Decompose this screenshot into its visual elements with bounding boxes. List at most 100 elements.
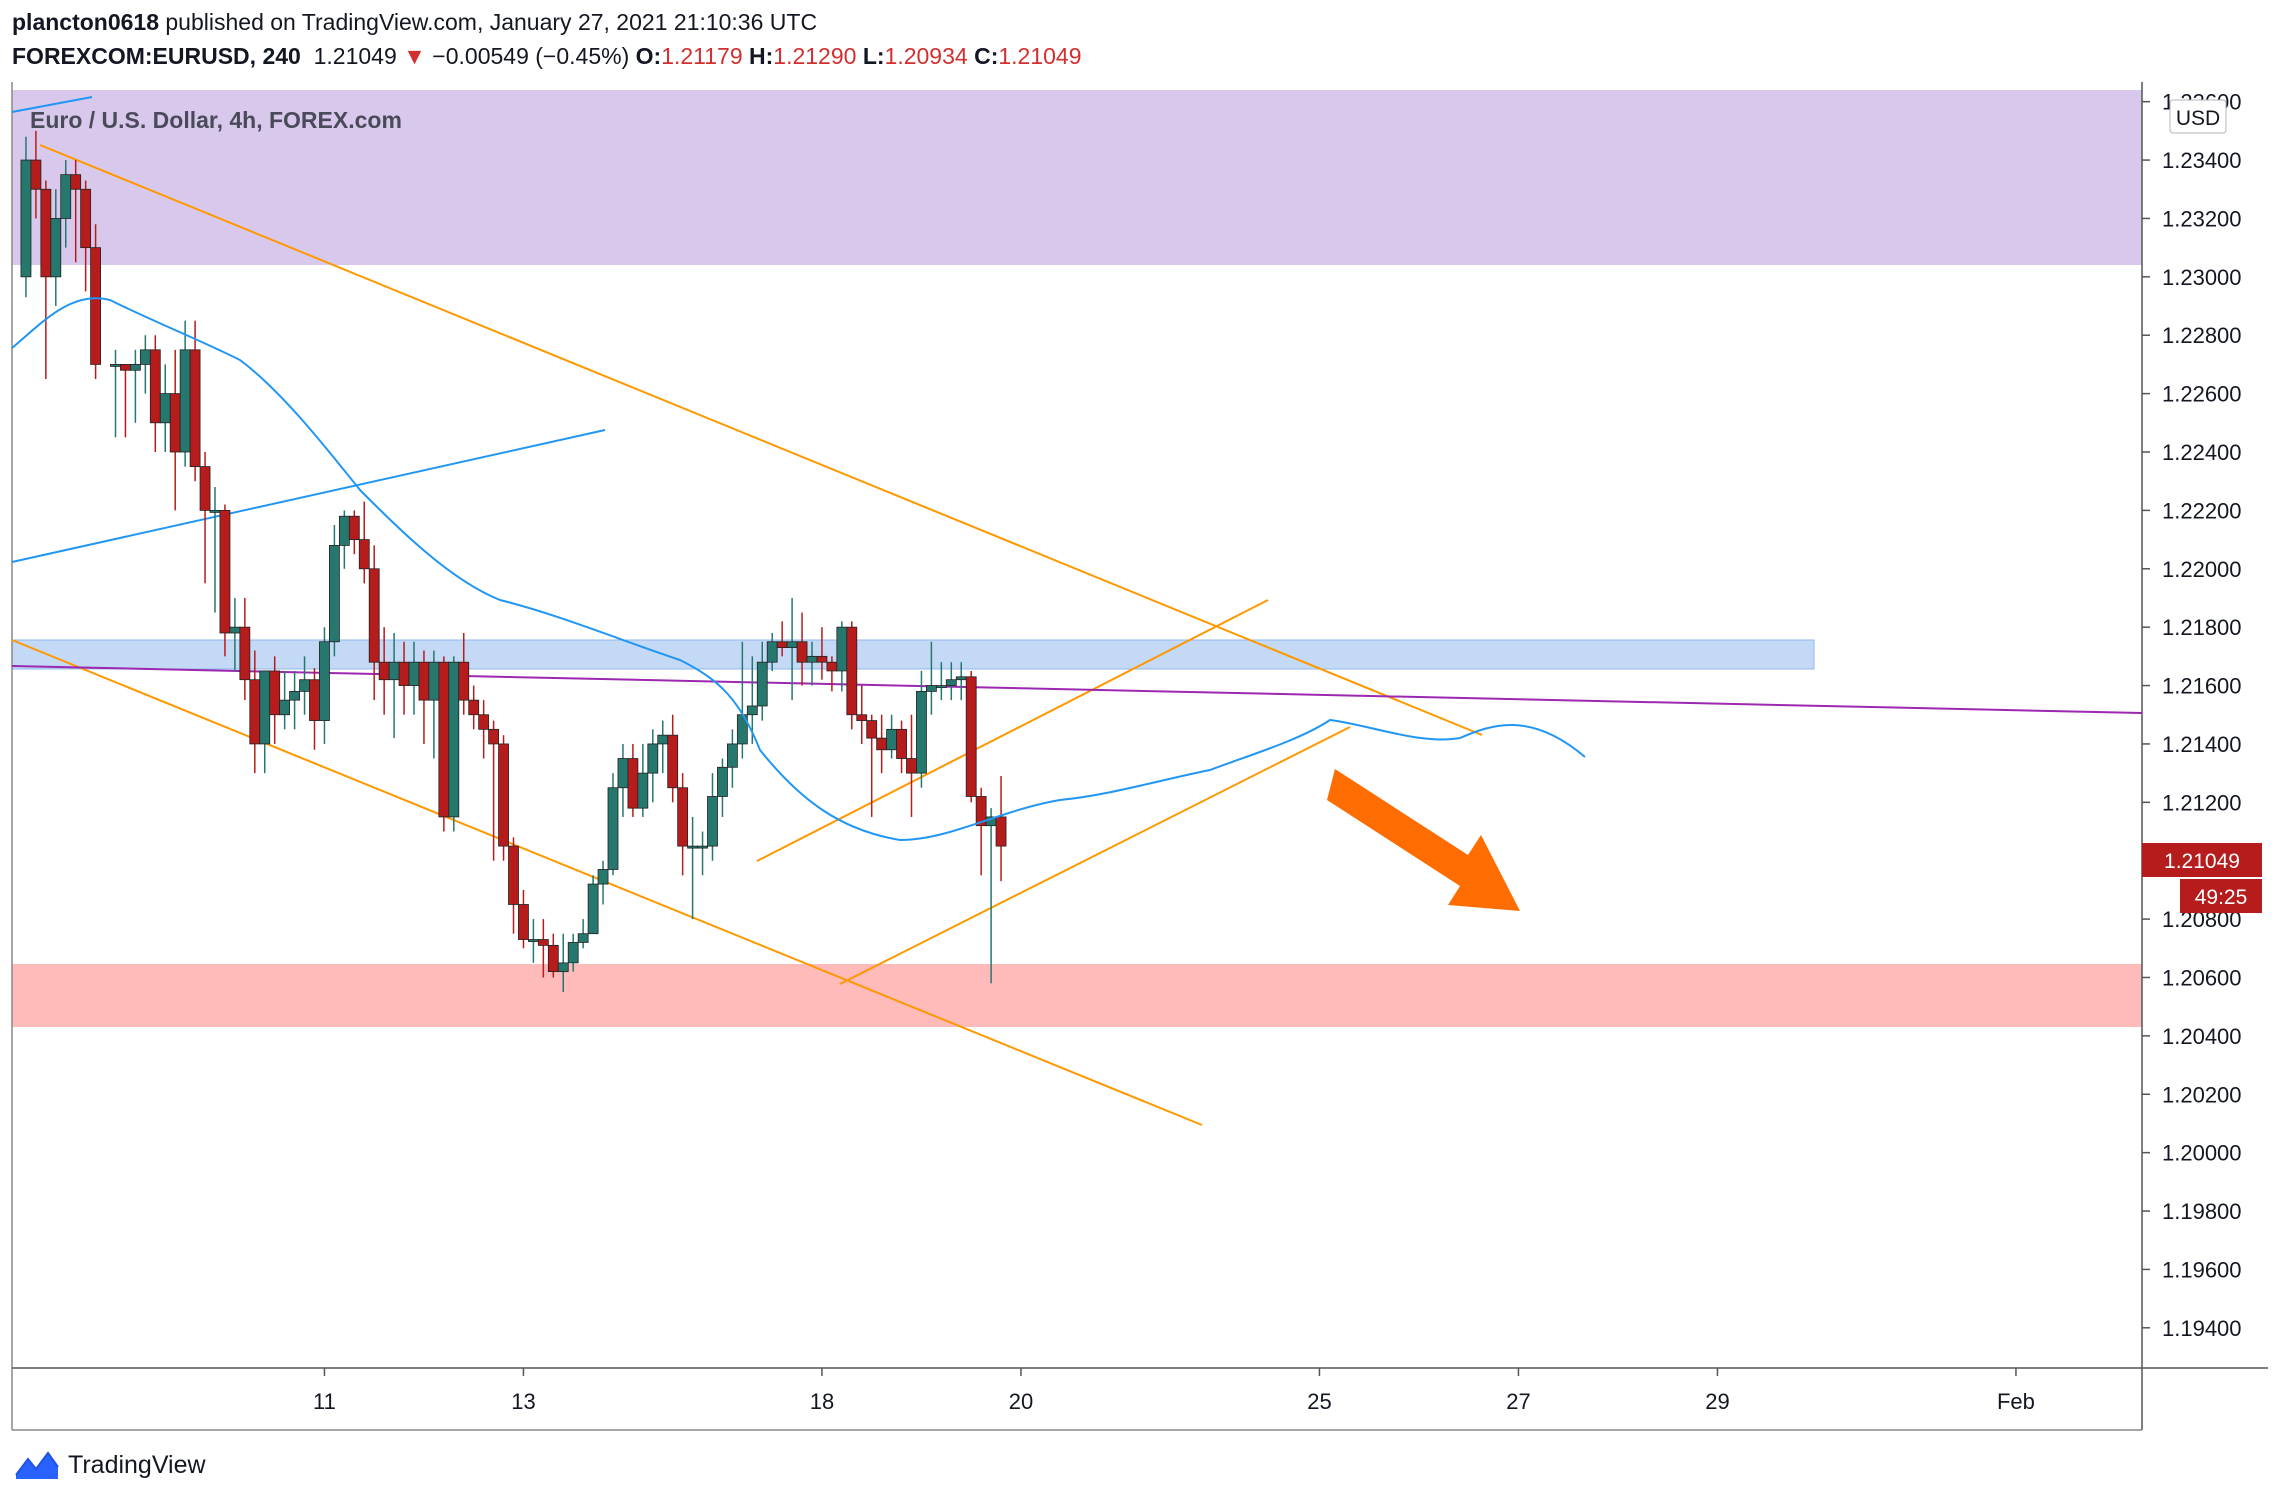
candle[interactable]	[617, 743, 629, 817]
candle-body	[159, 393, 171, 424]
candle[interactable]	[916, 670, 927, 788]
candle[interactable]	[707, 773, 718, 861]
candle[interactable]	[199, 452, 211, 584]
candle[interactable]	[30, 130, 42, 219]
candle[interactable]	[796, 612, 808, 686]
candle[interactable]	[269, 656, 281, 744]
candle[interactable]	[129, 349, 141, 423]
candle[interactable]	[50, 189, 62, 307]
candle[interactable]	[120, 364, 131, 438]
candle[interactable]	[448, 656, 460, 832]
candle[interactable]	[537, 919, 549, 978]
candle[interactable]	[498, 735, 509, 861]
candle[interactable]	[687, 816, 698, 920]
candle[interactable]	[90, 224, 101, 380]
candle-body	[219, 509, 231, 634]
candle[interactable]	[70, 160, 82, 263]
candle[interactable]	[637, 743, 649, 817]
candle[interactable]	[677, 773, 689, 876]
candle[interactable]	[169, 349, 181, 511]
publisher-name[interactable]: plancton0618	[12, 9, 159, 35]
candle[interactable]	[995, 776, 1007, 882]
candle[interactable]	[975, 787, 987, 876]
y-tick-label: 1.21400	[2162, 732, 2242, 757]
candle[interactable]	[528, 919, 539, 963]
candle[interactable]	[587, 875, 599, 935]
candle[interactable]	[110, 349, 121, 438]
candle[interactable]	[60, 160, 72, 248]
candle[interactable]	[179, 320, 191, 467]
candle[interactable]	[547, 933, 559, 978]
candle[interactable]	[717, 758, 728, 817]
candle[interactable]	[239, 597, 251, 701]
candle[interactable]	[80, 180, 92, 292]
candle[interactable]	[597, 860, 609, 905]
candle[interactable]	[209, 487, 221, 613]
candle[interactable]	[20, 136, 32, 298]
candle[interactable]	[328, 524, 340, 657]
candle[interactable]	[488, 720, 500, 861]
candle[interactable]	[219, 504, 231, 657]
candle[interactable]	[866, 714, 878, 817]
candle[interactable]	[627, 743, 639, 817]
currency-badge-box[interactable]	[2169, 99, 2227, 134]
candle[interactable]	[508, 837, 519, 934]
candle[interactable]	[647, 729, 659, 803]
candle-body	[368, 568, 380, 663]
y-tick-label: 1.22600	[2162, 382, 2242, 407]
candle[interactable]	[856, 685, 868, 744]
candle[interactable]	[945, 662, 957, 701]
candle[interactable]	[279, 670, 291, 730]
candle[interactable]	[766, 633, 778, 671]
candle[interactable]	[468, 685, 480, 730]
purple-horizontal-line	[11, 665, 2143, 714]
candle[interactable]	[40, 180, 52, 380]
footer-brand[interactable]: TradingView	[14, 1449, 206, 1481]
candle[interactable]	[667, 714, 679, 803]
candle[interactable]	[189, 320, 201, 482]
candle[interactable]	[149, 335, 161, 452]
candle[interactable]	[657, 720, 669, 774]
candle[interactable]	[965, 670, 977, 803]
candle[interactable]	[418, 650, 430, 744]
candle[interactable]	[338, 510, 350, 569]
candle[interactable]	[358, 501, 370, 584]
candle[interactable]	[438, 656, 450, 832]
candle[interactable]	[746, 656, 758, 744]
candle-body	[786, 641, 798, 648]
candle[interactable]	[159, 364, 171, 452]
candle[interactable]	[935, 662, 947, 701]
candle[interactable]	[428, 650, 440, 759]
candle[interactable]	[896, 720, 907, 774]
candle[interactable]	[697, 831, 708, 876]
candle[interactable]	[518, 889, 529, 949]
candle[interactable]	[846, 621, 858, 730]
candle[interactable]	[259, 670, 271, 774]
candle[interactable]	[458, 633, 470, 715]
candle[interactable]	[876, 714, 888, 774]
candle[interactable]	[348, 510, 360, 555]
candle-body	[149, 349, 161, 424]
candle[interactable]	[727, 729, 738, 788]
y-tick-label: 1.20200	[2162, 1082, 2242, 1107]
candle[interactable]	[567, 933, 579, 972]
candle[interactable]	[906, 714, 917, 817]
candle[interactable]	[886, 714, 897, 759]
price-chart[interactable]: 1.236001.234001.232001.230001.228001.226…	[0, 0, 2280, 1440]
candle[interactable]	[368, 545, 380, 701]
candle[interactable]	[577, 919, 589, 949]
candle[interactable]	[756, 641, 768, 721]
candle[interactable]	[139, 335, 151, 394]
open-label: O:	[635, 43, 662, 69]
candle[interactable]	[836, 621, 848, 692]
y-tick-label: 1.20400	[2162, 1024, 2242, 1049]
candle[interactable]	[289, 670, 301, 730]
candle[interactable]	[557, 933, 569, 993]
candle[interactable]	[319, 627, 330, 744]
candle[interactable]	[478, 700, 490, 759]
candle[interactable]	[926, 641, 937, 715]
candle[interactable]	[985, 808, 997, 984]
candle[interactable]	[309, 668, 320, 750]
candle[interactable]	[607, 773, 619, 876]
candle[interactable]	[816, 627, 828, 680]
